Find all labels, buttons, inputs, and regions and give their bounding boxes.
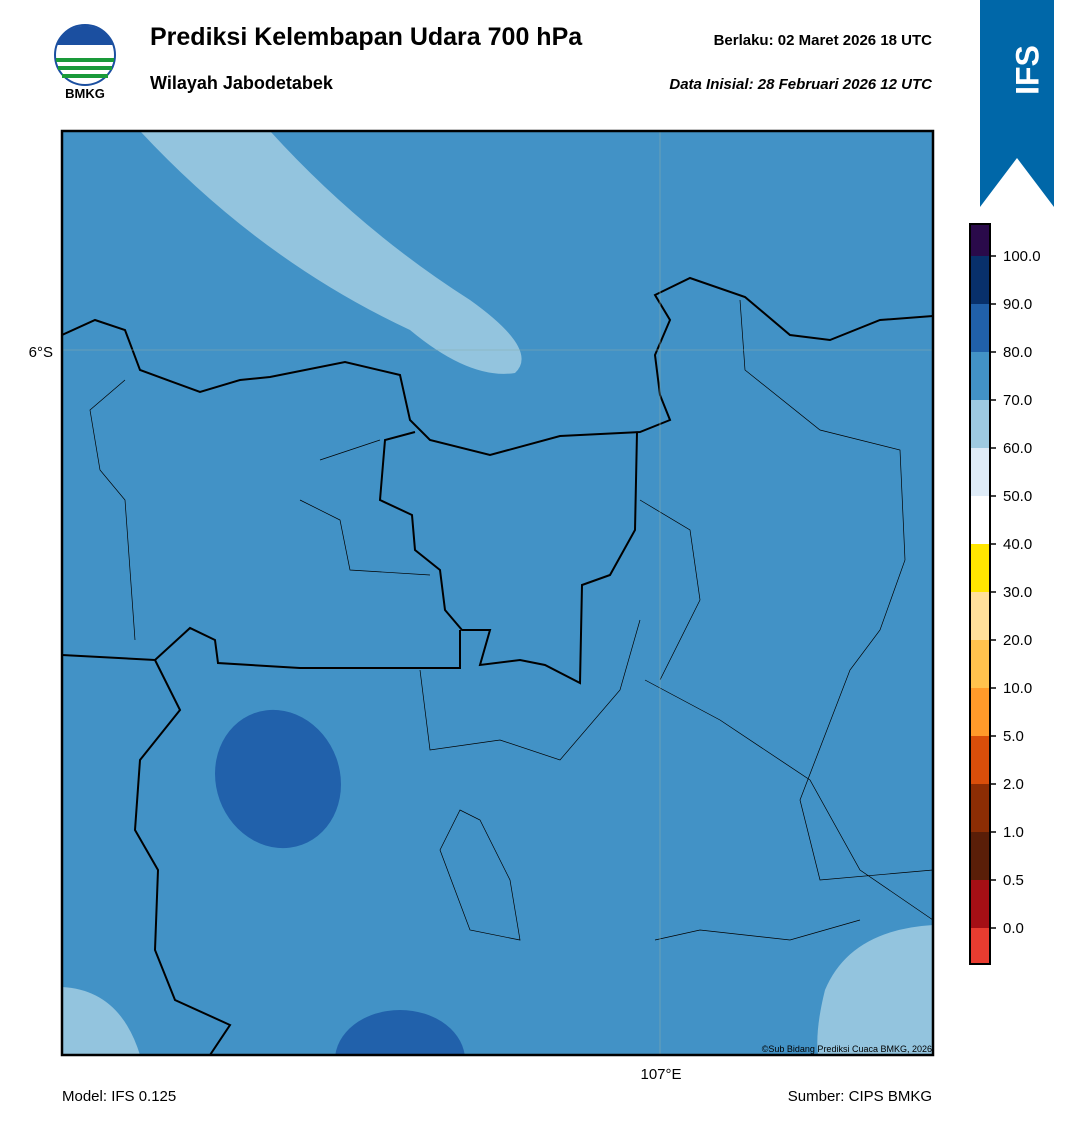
colorbar-segment — [970, 544, 990, 592]
colorbar-segment — [970, 256, 990, 304]
colorbar-segment — [970, 928, 990, 964]
colorbar-segment — [970, 784, 990, 832]
province-boundary — [62, 626, 461, 1055]
humidity-area — [215, 709, 341, 849]
badge-shape — [980, 0, 1054, 207]
colorbar-label: 0.5 — [1003, 872, 1024, 889]
colorbar-label: 40.0 — [1003, 536, 1032, 553]
colorbar-label: 90.0 — [1003, 296, 1032, 313]
colorbar-label: 80.0 — [1003, 344, 1032, 361]
colorbar-segment — [970, 496, 990, 544]
map-background — [62, 131, 933, 1055]
initial-time: Data Inisial: 28 Februari 2026 12 UTC — [669, 76, 933, 93]
lat-label: 6°S — [29, 344, 53, 361]
colorbar-segment — [970, 592, 990, 640]
valid-time: Berlaku: 02 Maret 2026 18 UTC — [714, 32, 933, 49]
colorbar: 0.0 0.5 1.0 2.0 5.0 10.0 20.0 30.0 40.0 50.0 60.0 7… — [969, 223, 1041, 965]
colorbar-segment — [970, 304, 990, 352]
title: Prediksi Kelembapan Udara 700 hPa — [150, 23, 583, 51]
colorbar-frame — [969, 223, 991, 965]
lon-label: 107°E — [640, 1066, 681, 1083]
colorbar-label: 2.0 — [1003, 776, 1024, 793]
colorbar-label: 70.0 — [1003, 392, 1032, 409]
humidity-area — [140, 131, 522, 374]
logo-stripe — [58, 66, 112, 70]
colorbar-label: 100.0 — [1003, 248, 1041, 265]
colorbar-segment — [970, 832, 990, 880]
colorbar-label: 10.0 — [1003, 680, 1032, 697]
humidity-area — [817, 925, 933, 1055]
subtitle: Wilayah Jabodetabek — [150, 73, 334, 93]
coastline — [62, 276, 933, 457]
humidity-area — [62, 987, 140, 1055]
colorbar-label: 20.0 — [1003, 632, 1032, 649]
colorbar-segment — [970, 880, 990, 928]
logo-stripe — [62, 74, 108, 78]
colorbar-segment — [970, 448, 990, 496]
province-boundary — [378, 431, 638, 685]
colorbar-segment — [970, 224, 990, 256]
colorbar-label: 0.0 — [1003, 920, 1024, 937]
colorbar-label: 1.0 — [1003, 824, 1024, 841]
colorbar-segment — [970, 640, 990, 688]
logo-text: BMKG — [65, 86, 105, 101]
badge: IFS — [980, 0, 1054, 207]
source: Sumber: CIPS BMKG — [788, 1088, 932, 1105]
regency-boundary — [89, 299, 933, 941]
logo-stripe — [56, 58, 114, 62]
badge-text: IFS — [1009, 45, 1045, 95]
map-frame — [60, 129, 935, 1057]
colorbar-label: 5.0 — [1003, 728, 1024, 745]
colorbar-segment — [970, 352, 990, 400]
map: ©Sub Bidang Prediksi Cuaca BMKG, 2026 — [62, 131, 933, 1055]
colorbar-segment — [970, 400, 990, 448]
colorbar-label: 60.0 — [1003, 440, 1032, 457]
colorbar-label: 50.0 — [1003, 488, 1032, 505]
model: Model: IFS 0.125 — [62, 1088, 176, 1105]
colorbar-segment — [970, 688, 990, 736]
logo: BMKG — [54, 24, 116, 101]
humidity-area — [335, 1010, 465, 1055]
colorbar-label: 30.0 — [1003, 584, 1032, 601]
copyright: ©Sub Bidang Prediksi Cuaca BMKG, 2026 — [762, 1044, 932, 1054]
colorbar-segment — [970, 736, 990, 784]
logo-sky — [57, 25, 113, 45]
